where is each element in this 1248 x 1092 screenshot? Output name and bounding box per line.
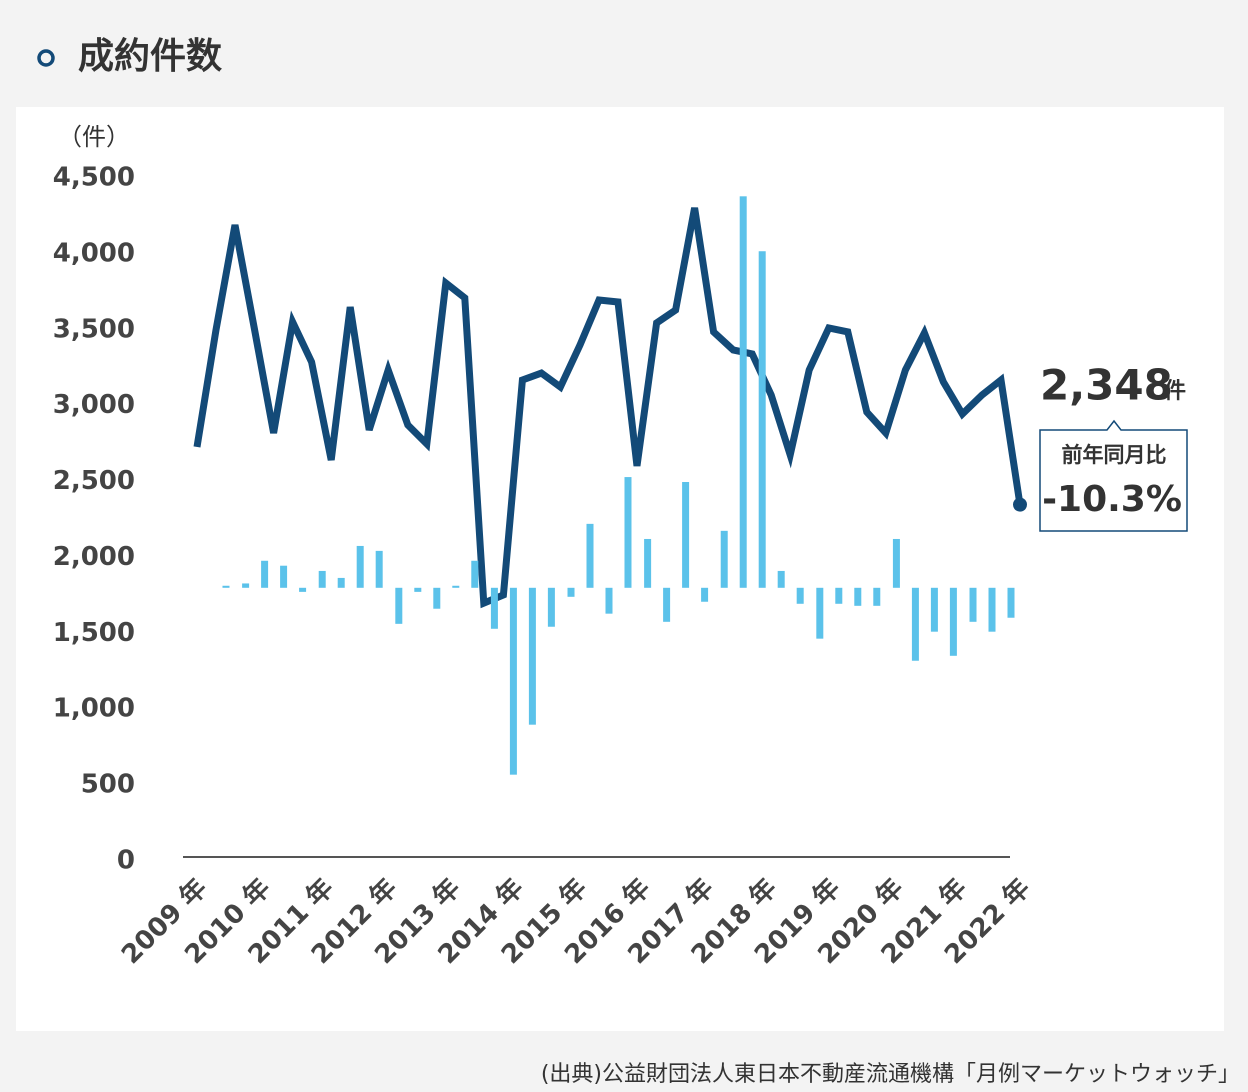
bar [682, 482, 690, 588]
line [193, 207, 1024, 609]
bar [930, 587, 938, 632]
bar [242, 583, 250, 588]
bar [624, 477, 632, 588]
bar [873, 587, 881, 606]
bar [452, 585, 460, 588]
value-label: 2,348 [1040, 361, 1173, 410]
bar [969, 587, 977, 622]
source: (出典)公益財団法人東日本不動産流通機構「月例マーケットウォッチ」 [541, 1062, 1240, 1087]
bar [892, 538, 900, 588]
y-tick-label: 3,500 [53, 314, 135, 344]
bar [280, 565, 288, 588]
bar [318, 570, 326, 588]
bar [356, 545, 364, 588]
bar [796, 587, 804, 604]
y-tick-label: 1,000 [53, 694, 135, 724]
bar [701, 587, 709, 602]
bar [547, 587, 555, 627]
end-point [1013, 497, 1027, 512]
bar [758, 251, 766, 588]
bar [988, 587, 996, 632]
y-tick-label: 500 [81, 770, 135, 800]
bar [949, 587, 957, 656]
bar [375, 550, 383, 588]
bar [433, 587, 441, 609]
bar [739, 196, 747, 588]
bar [605, 587, 613, 614]
bar [337, 577, 345, 588]
y-axis-label: （件） [58, 123, 130, 151]
y-tick-label: 1,500 [53, 618, 135, 648]
unit-label: 件 [1164, 379, 1186, 404]
bar [1007, 587, 1015, 618]
title-icon [37, 49, 55, 67]
bar [528, 587, 536, 725]
bar [816, 587, 824, 639]
callout-box [1039, 419, 1188, 532]
y-tick-label: 0 [117, 846, 135, 876]
bar [663, 587, 671, 622]
y-tick-label: 2,500 [53, 466, 135, 496]
callout-value: -10.3% [1042, 479, 1182, 520]
y-tick-label: 2,000 [53, 542, 135, 572]
bar [720, 530, 728, 588]
chart-title: 成約件数 [78, 36, 222, 77]
bar [835, 587, 843, 604]
bar [299, 587, 307, 592]
y-tick-label: 4,500 [53, 163, 135, 193]
y-tick-label: 3,000 [53, 390, 135, 420]
panel [16, 107, 1224, 1031]
bar [509, 587, 517, 775]
y-tick-label: 4,000 [53, 238, 135, 268]
bar [854, 587, 862, 606]
bar [395, 587, 403, 624]
bar [567, 587, 575, 597]
bar [586, 523, 594, 588]
callout-label: 前年同月比 [1062, 443, 1167, 467]
bar [261, 560, 269, 588]
bar [490, 587, 498, 629]
bar [911, 587, 919, 661]
bar [777, 570, 785, 588]
bar [644, 538, 652, 588]
bar [222, 585, 230, 588]
bar [414, 587, 422, 592]
bar [471, 560, 479, 588]
